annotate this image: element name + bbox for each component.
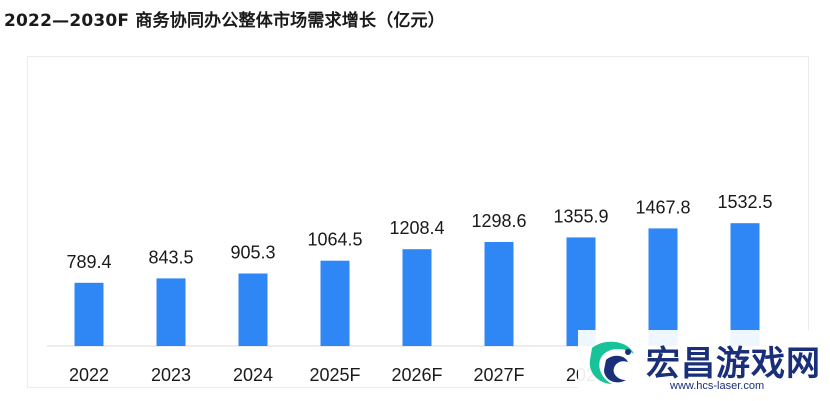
value-label-2025F: 1064.5 <box>307 230 362 250</box>
value-label-2029F: 1467.8 <box>635 197 690 217</box>
bar-2030F <box>730 223 760 346</box>
bar-2023 <box>156 278 186 346</box>
bar-2022 <box>74 282 104 346</box>
watermark-logo-icon <box>589 341 634 384</box>
x-tick-label-2024: 2024 <box>233 365 273 385</box>
value-label-2026F: 1208.4 <box>389 218 444 238</box>
x-tick-label-2026F: 2026F <box>391 365 442 385</box>
watermark: 宏昌游戏网 www.hcs-laser.com <box>578 330 830 401</box>
bar-2028F <box>566 237 596 346</box>
bar-2024 <box>238 273 268 346</box>
value-label-2027F: 1298.6 <box>471 211 526 231</box>
value-label-2028F: 1355.9 <box>553 206 608 226</box>
x-tick-label-2022: 2022 <box>69 365 109 385</box>
value-label-2024: 905.3 <box>230 243 275 263</box>
chart-title: 2022—2030F 商务协同办公整体市场需求增长（亿元） <box>4 11 445 31</box>
value-label-2030F: 1532.5 <box>717 192 772 212</box>
value-label-2023: 843.5 <box>148 247 193 267</box>
watermark-text: 宏昌游戏网 <box>646 344 821 384</box>
x-tick-label-2023: 2023 <box>151 365 191 385</box>
value-label-2022: 789.4 <box>66 252 111 272</box>
bar-2029F <box>648 228 678 346</box>
watermark-url: www.hcs-laser.com <box>670 380 765 392</box>
x-tick-label-2025F: 2025F <box>309 365 360 385</box>
bar-2026F <box>402 249 432 346</box>
x-tick-label-2027F: 2027F <box>473 365 524 385</box>
bar-2025F <box>320 260 350 346</box>
bar-2027F <box>484 242 514 346</box>
